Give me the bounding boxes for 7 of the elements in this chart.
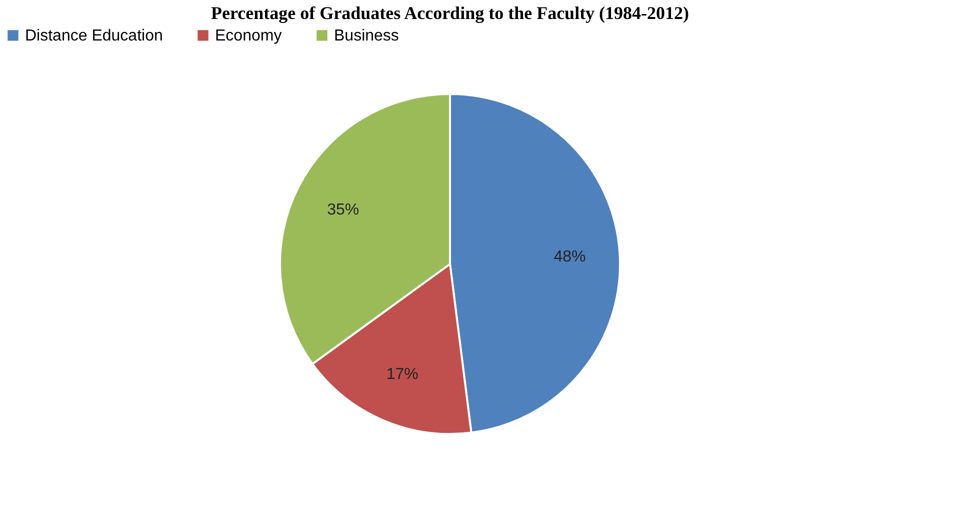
chart-title: Percentage of Graduates According to the Faculty (1984-2012) xyxy=(210,3,690,23)
data-label: 17% xyxy=(386,366,418,384)
legend-label: Economy xyxy=(215,27,282,44)
legend-label: Business xyxy=(334,27,399,44)
data-label: 35% xyxy=(327,202,360,219)
legend-label: Distance Education xyxy=(25,27,163,44)
data-label: 48% xyxy=(554,248,586,266)
